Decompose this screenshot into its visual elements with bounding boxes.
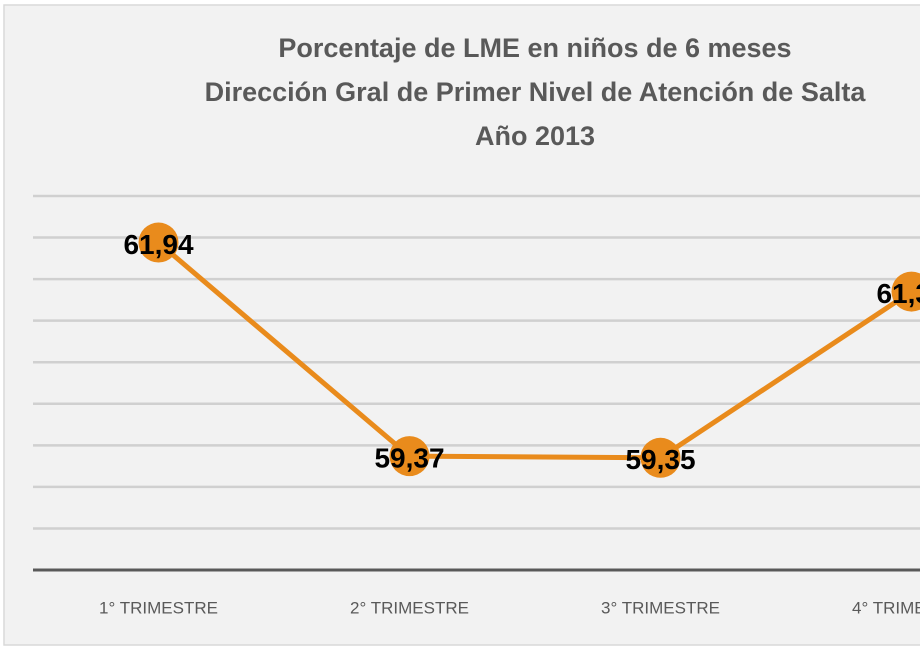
data-point [138,222,179,263]
data-point [389,436,430,477]
chart-title: Dirección Gral de Primer Nivel de Atenci… [205,77,867,107]
data-label: 61,94 [123,229,193,260]
data-point [640,437,681,478]
chart-title: Año 2013 [475,121,595,151]
chart-background [3,4,920,646]
chart-title: Porcentaje de LME en niños de 6 meses [278,33,791,63]
data-point [891,271,920,312]
x-tick-label: 3° TRIMESTRE [601,598,720,617]
x-tick-label: 4° TRIMESTRE [852,598,920,617]
data-label: 59,35 [625,444,695,475]
data-line [156,240,913,461]
x-tick-label: 1° TRIMESTRE [99,598,218,617]
data-label: 61,35 [876,278,920,309]
x-tick-label: 2° TRIMESTRE [350,598,469,617]
data-label: 59,37 [374,443,444,474]
